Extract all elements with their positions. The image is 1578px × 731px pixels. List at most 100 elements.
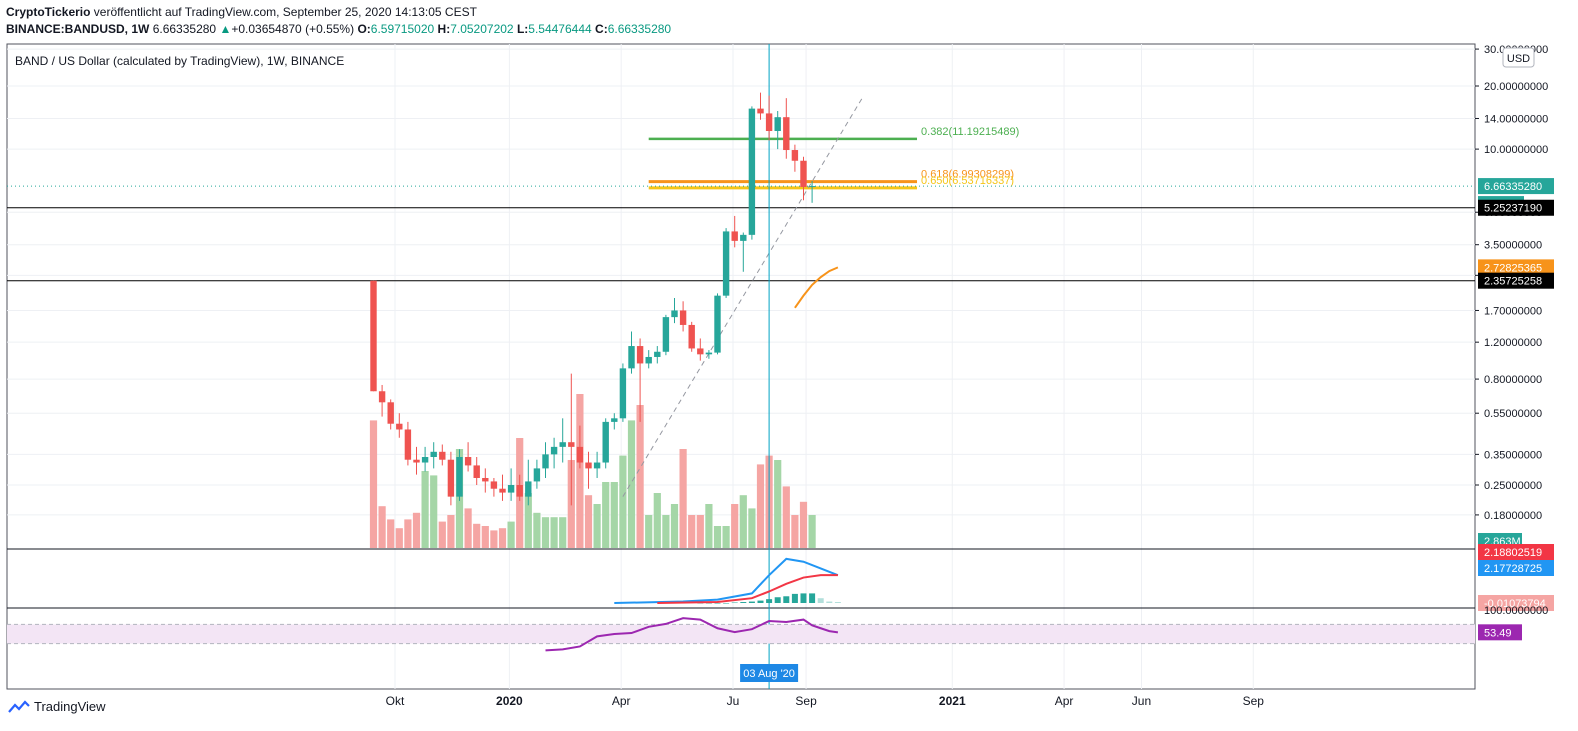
candle-body xyxy=(636,346,644,364)
candle-body xyxy=(370,280,377,392)
volume-bar xyxy=(619,455,627,548)
candle-body xyxy=(688,324,695,349)
time-tick-label: Sep xyxy=(1243,694,1265,708)
price-tick-label: 14.00000000 xyxy=(1484,113,1548,125)
volume-bar xyxy=(481,526,489,548)
volume-bar xyxy=(636,405,644,548)
candle-body xyxy=(404,429,412,460)
high-label: H: xyxy=(437,22,451,36)
time-tick-label: Apr xyxy=(1055,694,1074,708)
crosshair-date-bg xyxy=(740,664,799,682)
volume-bar xyxy=(378,506,386,548)
volume-bar xyxy=(808,515,816,548)
volume-bar xyxy=(602,482,610,548)
chart-grid xyxy=(7,44,1475,689)
macd-histogram-bar xyxy=(774,597,781,603)
time-tick-label: Jun xyxy=(1132,694,1151,708)
volume-bar xyxy=(722,526,730,548)
candle-body xyxy=(387,402,394,424)
volume-bar xyxy=(739,495,747,548)
volume-bar xyxy=(774,460,782,548)
macd-histogram-bar xyxy=(817,598,824,603)
volume-bar xyxy=(713,526,722,548)
high-value: 7.05207202 xyxy=(450,22,514,36)
open-label: O: xyxy=(357,22,371,36)
candle-body xyxy=(378,391,386,403)
volume-bar xyxy=(490,530,498,548)
time-tick-label: 2020 xyxy=(496,694,523,708)
currency-badge[interactable]: USD xyxy=(1502,47,1535,68)
time-tick-label: Ju xyxy=(727,694,740,708)
candle-body xyxy=(490,481,498,489)
time-tick-label: Okt xyxy=(386,694,405,708)
macd-histogram-bar xyxy=(757,600,764,603)
open-value: 6.59715020 xyxy=(370,22,435,36)
macd-histogram-bar xyxy=(791,593,798,603)
volume-bar xyxy=(412,512,421,548)
candle-body xyxy=(550,446,558,455)
volume-bar xyxy=(559,517,567,548)
candle-body xyxy=(774,117,781,132)
price-tag-bg xyxy=(1478,199,1554,216)
volume-bar xyxy=(670,504,679,548)
symbol-label: BINANCE:BANDUSD, 1W xyxy=(6,22,150,36)
macd-histogram-bar xyxy=(723,603,730,604)
candle-body xyxy=(456,457,463,497)
volume-bar xyxy=(696,515,704,548)
macd-histogram-bar xyxy=(748,601,755,603)
rsi-tag: 53.49 xyxy=(1484,627,1512,639)
rsi-tag-bg xyxy=(1478,624,1522,641)
candle-body xyxy=(654,351,661,357)
price-tag: 2.72825365 xyxy=(1484,262,1542,274)
candle-body xyxy=(439,451,446,460)
candle-body xyxy=(559,442,566,447)
price-axis[interactable]: 30.0000000020.0000000014.0000000010.0000… xyxy=(1475,44,1554,641)
publisher-line: CryptoTickerio veröffentlicht auf Tradin… xyxy=(6,5,477,19)
macd-histogram-bar xyxy=(834,602,841,603)
volume-bar xyxy=(550,517,558,548)
volume-bar xyxy=(799,501,808,548)
volume-bar xyxy=(473,523,481,548)
crosshair-date-label: 03 Aug '20 xyxy=(743,668,795,680)
low-value: 5.54476444 xyxy=(528,22,592,36)
candle-body xyxy=(705,352,713,355)
candle-body xyxy=(731,231,738,241)
candle-body xyxy=(748,108,756,235)
time-axis[interactable]: Okt 2020 Apr Ju Sep 2021 Apr Jun Sep 03 Aug '20 xyxy=(386,664,1265,708)
last-price: 6.66335280 xyxy=(152,22,217,36)
candle-body xyxy=(576,446,584,463)
publisher-user[interactable]: CryptoTickerio xyxy=(6,5,91,19)
footer[interactable]: TradingView xyxy=(8,699,106,714)
candle-body xyxy=(499,488,506,493)
volume-bar xyxy=(653,493,661,548)
candle-body xyxy=(722,231,730,296)
candles xyxy=(370,92,816,506)
candle-body xyxy=(447,459,455,497)
volume-bar xyxy=(395,528,403,548)
moving-average-line xyxy=(794,266,839,309)
volume-bar xyxy=(464,508,472,548)
candle-body xyxy=(671,310,678,318)
price-tick-label: 10.00000000 xyxy=(1484,144,1548,156)
price-tick-label: 3.50000000 xyxy=(1484,240,1542,252)
volume-bar xyxy=(662,515,670,548)
volume-bar xyxy=(498,528,507,548)
candle-body xyxy=(783,117,790,151)
volume-bar xyxy=(438,521,446,548)
fib-label: 0.382(11.19215489) xyxy=(921,126,1019,138)
time-tick-label: Apr xyxy=(612,694,631,708)
fib-label: 0.618(6.99308299) xyxy=(921,169,1014,181)
candle-body xyxy=(740,234,747,241)
volume-bar xyxy=(748,508,756,548)
volume-bar xyxy=(533,512,541,548)
candle-body xyxy=(482,477,489,482)
price-tick-label: 0.55000000 xyxy=(1484,408,1542,420)
price-tag-bg xyxy=(1478,259,1554,276)
candle-body xyxy=(628,346,635,369)
volume-bar xyxy=(404,519,412,548)
candle-body xyxy=(662,317,670,352)
rsi-top-label: 100.0000000 xyxy=(1484,605,1548,617)
volume-bar xyxy=(447,515,455,548)
price-change: +0.03654870 (+0.55%) xyxy=(231,22,355,36)
